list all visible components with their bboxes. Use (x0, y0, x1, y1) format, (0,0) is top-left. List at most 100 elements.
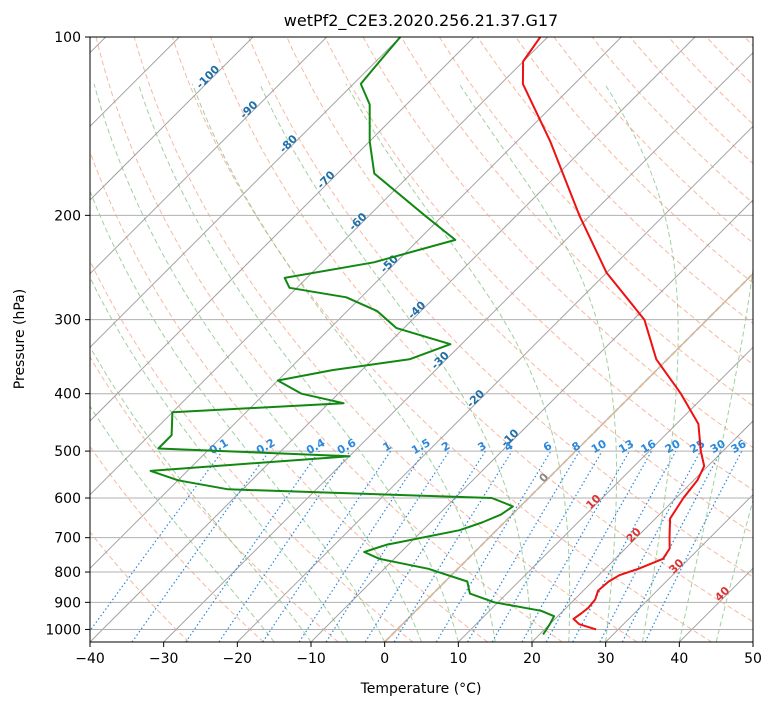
x-tick-label: −30 (149, 651, 179, 667)
mixing-ratio-line (325, 450, 450, 642)
mixing-ratio-line (262, 450, 392, 642)
isotherm-label: -10 (498, 426, 521, 449)
moist-adiabat (90, 189, 386, 642)
lifted-label: 40 (712, 584, 732, 604)
mixing-ratio-line (298, 450, 425, 642)
profile-lines (149, 37, 706, 636)
isotherm (90, 37, 328, 275)
x-tick-label: 50 (744, 651, 762, 667)
isotherm (90, 37, 254, 201)
mixing-ratio-label: 3 (475, 439, 488, 454)
moist-adiabat (678, 83, 753, 642)
moist-adiabat (345, 83, 571, 642)
isotherm-label: -30 (429, 349, 452, 372)
isotherm (236, 125, 753, 642)
y-axis: 100 200 300 400 500 600 700 800 900 1000 (45, 30, 90, 638)
mixing-ratio-label: 20 (663, 437, 683, 456)
mixing-ratio-label: 1 (381, 439, 394, 454)
dry-adiabat (515, 37, 753, 284)
isotherm-label: -60 (346, 210, 369, 233)
lifted-label: 30 (666, 556, 686, 576)
x-tick-label: 10 (449, 651, 467, 667)
lifted-label: 20 (624, 525, 644, 545)
chart-title: wetPf2_C2E3.2020.256.21.37.G17 (284, 11, 558, 31)
x-tick-label: 20 (523, 651, 541, 667)
isotherm (457, 346, 753, 642)
background-lines (90, 24, 775, 642)
mixing-ratio-line (521, 450, 631, 642)
mixing-ratio-label: 6 (541, 439, 554, 454)
dry-adiabat (90, 356, 339, 642)
series-temperature-line (521, 37, 706, 631)
y-tick-label: 500 (54, 444, 81, 460)
dry-adiabat (400, 37, 753, 407)
x-axis-title: Temperature (°C) (360, 681, 482, 697)
isopleth-labels: 0.1 0.2 0.4 0.6 1 1.5 2 3 4 6 8 10 13 16 20 25 30 36-100-… (194, 63, 749, 605)
isotherm (90, 37, 475, 422)
mixing-ratio-label: 10 (589, 437, 609, 456)
mixing-ratio-label: 13 (616, 437, 636, 456)
dry-adiabat (438, 37, 753, 366)
mixing-ratio-line (185, 450, 320, 642)
dry-adiabat (477, 37, 753, 325)
isotherm-label: -80 (277, 132, 300, 155)
dry-adiabat (248, 37, 753, 578)
isotherm (384, 272, 753, 642)
x-tick-label: −40 (75, 651, 105, 667)
mixing-ratio-label: 16 (639, 437, 659, 456)
plot-frame (89, 36, 754, 643)
isotherm (90, 37, 622, 570)
mixing-ratio-line (621, 450, 722, 642)
dry-adiabat (286, 37, 753, 534)
y-tick-label: 300 (54, 313, 81, 329)
y-tick-label: 600 (54, 491, 81, 507)
dry-adiabat (90, 445, 264, 642)
moist-adiabat (93, 83, 422, 642)
mixing-ratio-line (435, 450, 552, 642)
dry-adiabat (90, 531, 190, 642)
y-tick-label: 900 (54, 595, 81, 611)
moist-adiabat (259, 83, 533, 642)
mixing-ratio-label: 0.1 (207, 436, 230, 457)
moist-adiabat (604, 83, 679, 642)
mixing-ratio-label: 1.5 (409, 436, 432, 457)
mixing-ratio-label: 0.6 (335, 436, 359, 457)
y-tick-label: 100 (54, 30, 81, 46)
x-tick-label: 40 (670, 651, 688, 667)
dry-adiabat (705, 37, 753, 86)
isotherm (605, 493, 753, 642)
mixing-ratio-line (393, 450, 513, 642)
series-dewpoint-line (149, 37, 556, 636)
isotherm-label: -90 (237, 98, 260, 121)
x-axis: −40 −30 −20 −10 0 10 20 30 40 50 (75, 642, 762, 667)
mixing-ratio-line (466, 450, 580, 642)
y-tick-label: 800 (54, 565, 81, 581)
mixing-ratio-label: 30 (708, 437, 728, 456)
isotherm (163, 51, 753, 642)
y-tick-label: 200 (54, 208, 81, 224)
dry-adiabat (133, 37, 638, 642)
y-axis-title: Pressure (hPa) (12, 289, 28, 389)
dry-adiabat (171, 37, 712, 642)
moist-adiabat (715, 498, 753, 642)
isotherm-label: -100 (194, 63, 223, 92)
moist-adiabat (90, 405, 275, 642)
mixing-ratio-line (599, 450, 702, 642)
dry-adiabat (770, 24, 775, 642)
mixing-ratio-line (545, 450, 653, 642)
freezing-isotherm (383, 272, 753, 642)
mixing-ratio-label: 36 (729, 437, 749, 456)
isotherm (531, 420, 753, 642)
isotherm-label: -20 (464, 387, 487, 410)
x-tick-label: 30 (597, 651, 615, 667)
isotherm (678, 567, 753, 642)
isotherm-label: -70 (314, 168, 337, 191)
x-tick-label: −20 (223, 651, 253, 667)
moist-adiabat (90, 276, 349, 642)
mixing-ratio-line (644, 450, 743, 642)
dry-adiabat (591, 37, 753, 204)
dry-adiabat (324, 37, 753, 491)
moist-adiabat (458, 83, 617, 642)
isotherm (90, 37, 696, 642)
moist-adiabat (137, 83, 459, 642)
